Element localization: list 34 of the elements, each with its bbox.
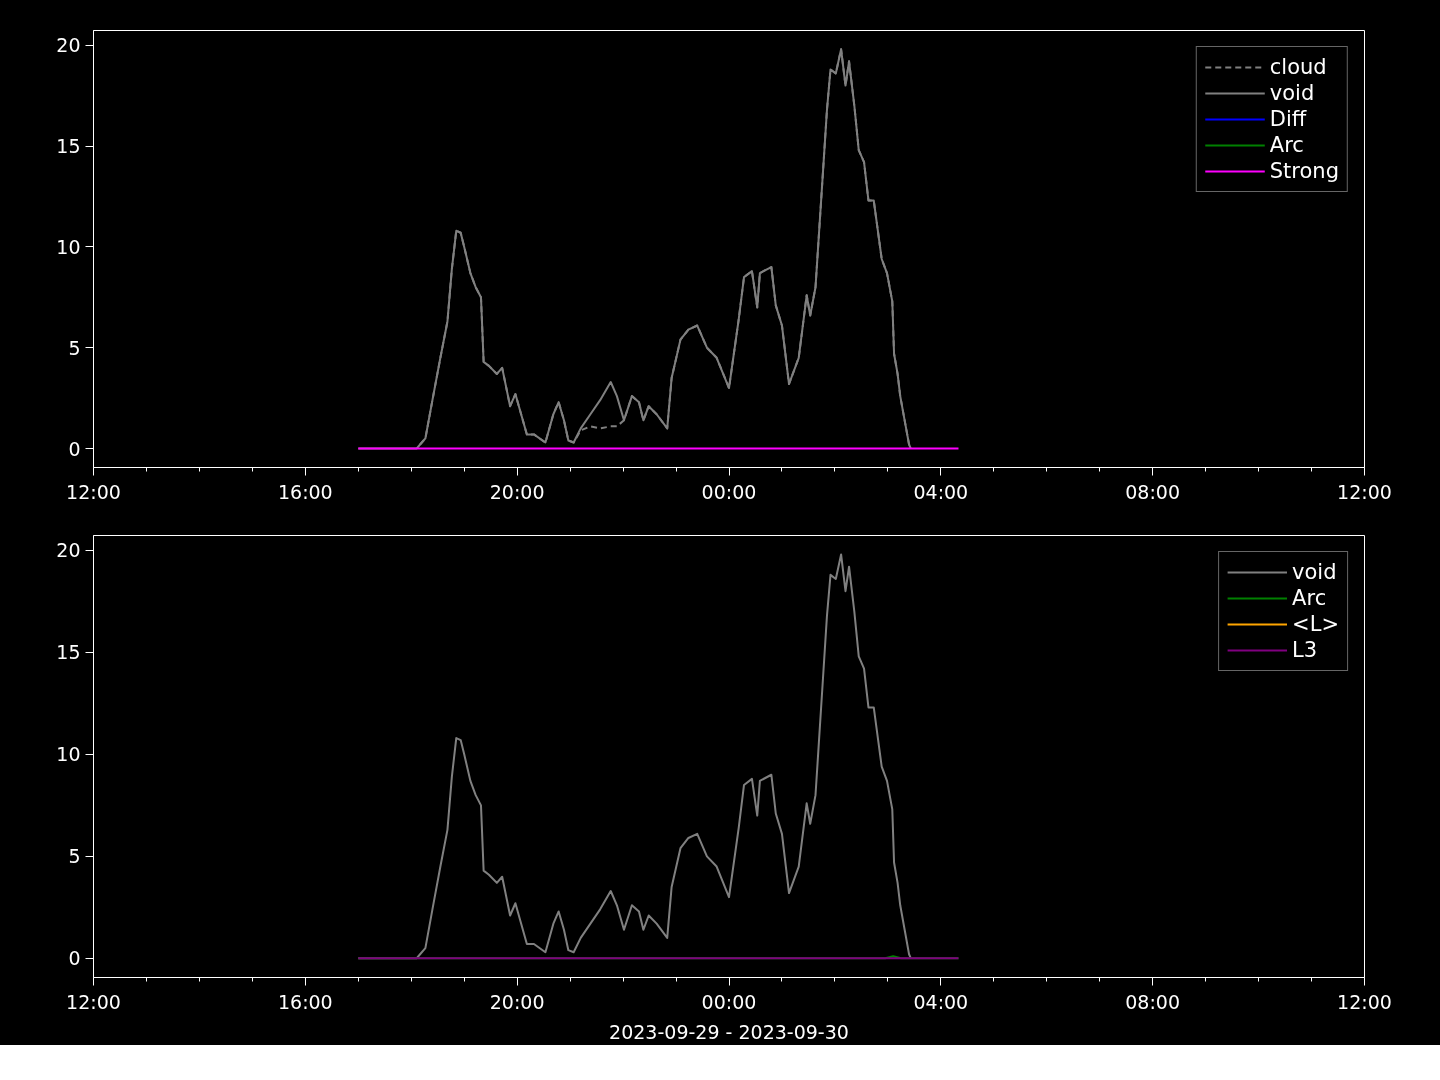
x-tick-label: 16:00 — [277, 480, 333, 503]
legend-label: void — [1292, 560, 1337, 584]
x-tick-label: 12:00 — [1337, 990, 1392, 1013]
y-tick-label: 15 — [56, 641, 81, 664]
x-tick-label: 12:00 — [1337, 480, 1392, 503]
x-tick-label: 20:00 — [489, 990, 545, 1013]
x-tick-label: 08:00 — [1125, 990, 1181, 1013]
x-tick-label: 00:00 — [701, 990, 757, 1013]
x-tick-label: 20:00 — [489, 480, 545, 503]
legend-label: Arc — [1292, 586, 1327, 610]
x-axis-title: 2023-09-29 - 2023-09-30 — [609, 1020, 849, 1043]
legend-label: Strong — [1269, 159, 1339, 183]
y-tick-label: 15 — [56, 135, 81, 158]
y-tick-label: 0 — [68, 437, 81, 460]
legend-label: <L> — [1292, 612, 1339, 636]
y-tick-label: 10 — [56, 743, 81, 766]
x-tick-label: 12:00 — [66, 480, 121, 503]
legend-label: Diff — [1269, 107, 1307, 131]
x-tick-label: 04:00 — [913, 480, 969, 503]
y-tick-label: 0 — [68, 947, 81, 970]
x-tick-label: 16:00 — [277, 990, 333, 1013]
y-tick-label: 20 — [56, 539, 81, 562]
legend-label: Arc — [1269, 133, 1304, 157]
x-tick-label: 00:00 — [701, 480, 757, 503]
legend-label: cloud — [1269, 55, 1327, 79]
legend-label: L3 — [1292, 638, 1318, 662]
y-tick-label: 20 — [56, 34, 81, 57]
x-tick-label: 08:00 — [1125, 480, 1181, 503]
y-tick-label: 5 — [68, 336, 81, 359]
y-tick-label: 10 — [56, 235, 81, 258]
x-tick-label: 12:00 — [66, 990, 121, 1013]
y-tick-label: 5 — [68, 845, 81, 868]
legend-label: void — [1269, 81, 1315, 105]
x-tick-label: 04:00 — [913, 990, 969, 1013]
